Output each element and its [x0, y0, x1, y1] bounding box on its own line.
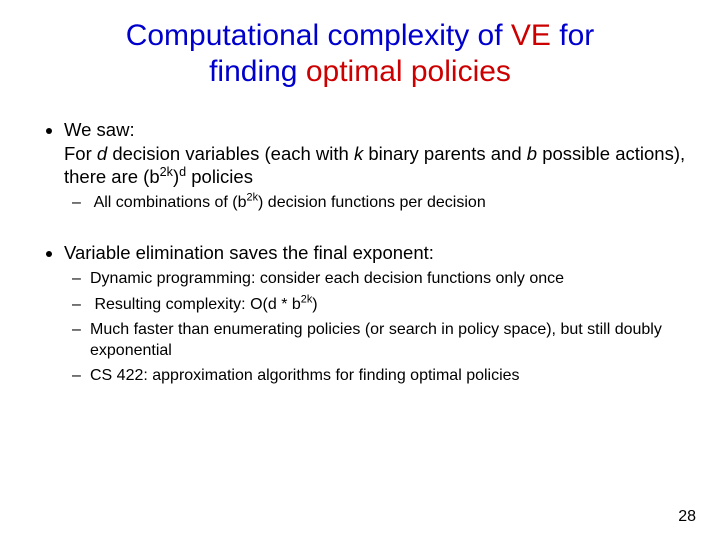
sub-2-3-text: Much faster than enumerating policies (o… — [90, 321, 662, 358]
bullet-1-sub-1: All combinations of (b2k) decision funct… — [90, 193, 692, 213]
bullet-2-sublist: Dynamic programming: consider each decis… — [64, 269, 692, 386]
bullet-2-sub-4: CS 422: approximation algorithms for fin… — [90, 366, 692, 386]
bullet-1-sublist: All combinations of (b2k) decision funct… — [64, 193, 692, 213]
spacer — [28, 221, 692, 241]
sub-2-4-text: CS 422: approximation algorithms for fin… — [90, 367, 520, 384]
title-part-2: for — [551, 19, 594, 52]
bullet-2-sub-3: Much faster than enumerating policies (o… — [90, 320, 692, 361]
var-b: b — [527, 143, 537, 164]
bullet-1-text-c: binary parents and — [363, 143, 527, 164]
bullet-1-lead: We saw: — [64, 119, 135, 140]
slide: Computational complexity of VE for findi… — [0, 0, 720, 540]
bullet-1-text-b: decision variables (each with — [107, 143, 354, 164]
title-part-1: Computational complexity of — [126, 19, 511, 52]
sub-1-post: ) decision functions per decision — [258, 194, 486, 211]
sub-2-2-post: ) — [312, 296, 317, 313]
exp-2k-2: 2k — [247, 192, 259, 204]
var-d: d — [97, 143, 107, 164]
sub-1-pre: All combinations of (b — [94, 194, 247, 211]
bullet-list-2: Variable elimination saves the final exp… — [28, 241, 692, 386]
bullet-1: We saw: For d decision variables (each w… — [64, 118, 692, 213]
exp-2k-1: 2k — [160, 165, 173, 179]
sub-2-2-pre: Resulting complexity: O(d * b — [94, 296, 300, 313]
sub-2-1-text: Dynamic programming: consider each decis… — [90, 270, 564, 287]
var-k: k — [354, 143, 363, 164]
slide-title: Computational complexity of VE for findi… — [28, 18, 692, 90]
exp-2k-3: 2k — [301, 293, 313, 305]
bullet-list: We saw: For d decision variables (each w… — [28, 118, 692, 213]
bullet-1-text-f: policies — [186, 166, 253, 187]
title-accent-2: optimal policies — [306, 55, 511, 88]
bullet-2-text: Variable elimination saves the final exp… — [64, 242, 434, 263]
bullet-2-sub-2: Resulting complexity: O(d * b2k) — [90, 295, 692, 315]
bullet-1-text-a: For — [64, 143, 97, 164]
title-part-3: finding — [209, 55, 306, 88]
title-accent-1: VE — [511, 19, 551, 52]
page-number: 28 — [678, 508, 696, 526]
bullet-2-sub-1: Dynamic programming: consider each decis… — [90, 269, 692, 289]
bullet-2: Variable elimination saves the final exp… — [64, 241, 692, 386]
